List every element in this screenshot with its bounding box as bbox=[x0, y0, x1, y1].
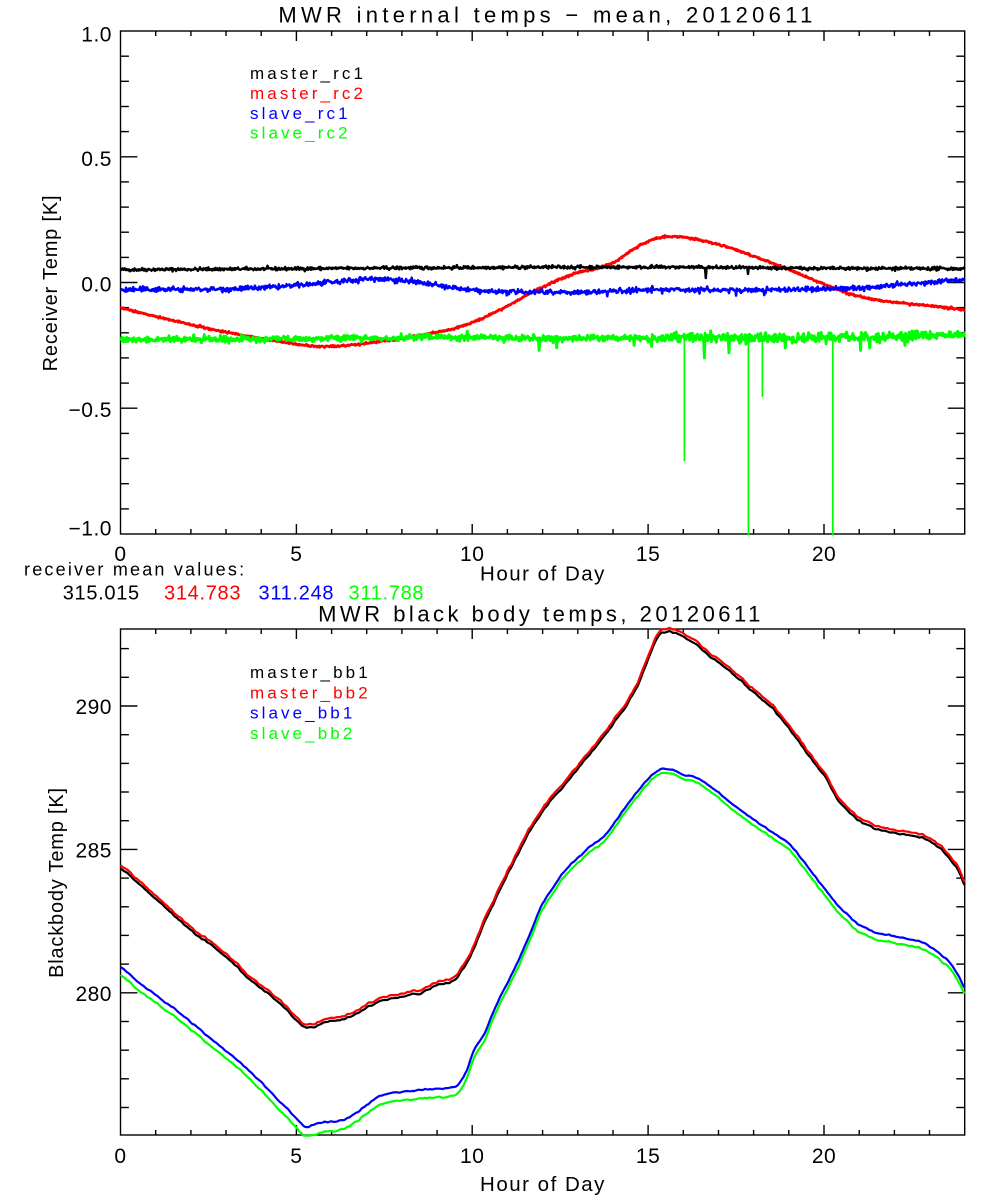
svg-text:0.0: 0.0 bbox=[81, 274, 112, 297]
svg-text:−1.0: −1.0 bbox=[69, 518, 112, 541]
svg-text:MWR internal temps − mean, 201: MWR internal temps − mean, 20120611 bbox=[278, 3, 816, 28]
svg-text:280: 280 bbox=[75, 983, 112, 1006]
svg-text:Hour of Day: Hour of Day bbox=[480, 1173, 606, 1196]
svg-text:slave_rc1: slave_rc1 bbox=[250, 104, 351, 123]
svg-text:slave_bb2: slave_bb2 bbox=[250, 724, 355, 743]
svg-text:Hour of Day: Hour of Day bbox=[480, 563, 606, 586]
svg-text:15: 15 bbox=[636, 1145, 660, 1168]
svg-text:315.015: 315.015 bbox=[63, 583, 140, 605]
svg-text:290: 290 bbox=[75, 696, 112, 719]
svg-text:10: 10 bbox=[460, 1145, 484, 1168]
svg-text:1.0: 1.0 bbox=[81, 24, 112, 47]
svg-text:20: 20 bbox=[812, 543, 836, 566]
svg-text:15: 15 bbox=[636, 543, 660, 566]
svg-text:5: 5 bbox=[290, 543, 302, 566]
svg-text:−0.5: −0.5 bbox=[69, 399, 112, 422]
svg-text:285: 285 bbox=[75, 839, 112, 862]
svg-text:314.783: 314.783 bbox=[164, 583, 241, 605]
svg-text:master_rc1: master_rc1 bbox=[250, 64, 366, 83]
svg-text:0: 0 bbox=[114, 1145, 126, 1168]
svg-text:Receiver Temp [K]: Receiver Temp [K] bbox=[40, 195, 62, 372]
svg-text:10: 10 bbox=[460, 543, 484, 566]
svg-text:master_bb2: master_bb2 bbox=[250, 683, 371, 702]
svg-text:5: 5 bbox=[290, 1145, 302, 1168]
svg-text:0.5: 0.5 bbox=[81, 148, 112, 171]
svg-text:slave_bb1: slave_bb1 bbox=[250, 704, 355, 723]
svg-text:receiver mean values:: receiver mean values: bbox=[24, 560, 246, 580]
svg-text:MWR black body temps, 20120611: MWR black body temps, 20120611 bbox=[318, 602, 764, 627]
svg-text:311.248: 311.248 bbox=[259, 583, 335, 605]
svg-text:Blackbody Temp [K]: Blackbody Temp [K] bbox=[46, 787, 68, 978]
svg-text:20: 20 bbox=[812, 1145, 836, 1168]
svg-text:slave_rc2: slave_rc2 bbox=[250, 124, 351, 143]
svg-text:master_bb1: master_bb1 bbox=[250, 663, 371, 682]
svg-text:0: 0 bbox=[114, 543, 126, 566]
svg-text:311.788: 311.788 bbox=[349, 583, 425, 605]
svg-text:master_rc2: master_rc2 bbox=[250, 84, 366, 103]
